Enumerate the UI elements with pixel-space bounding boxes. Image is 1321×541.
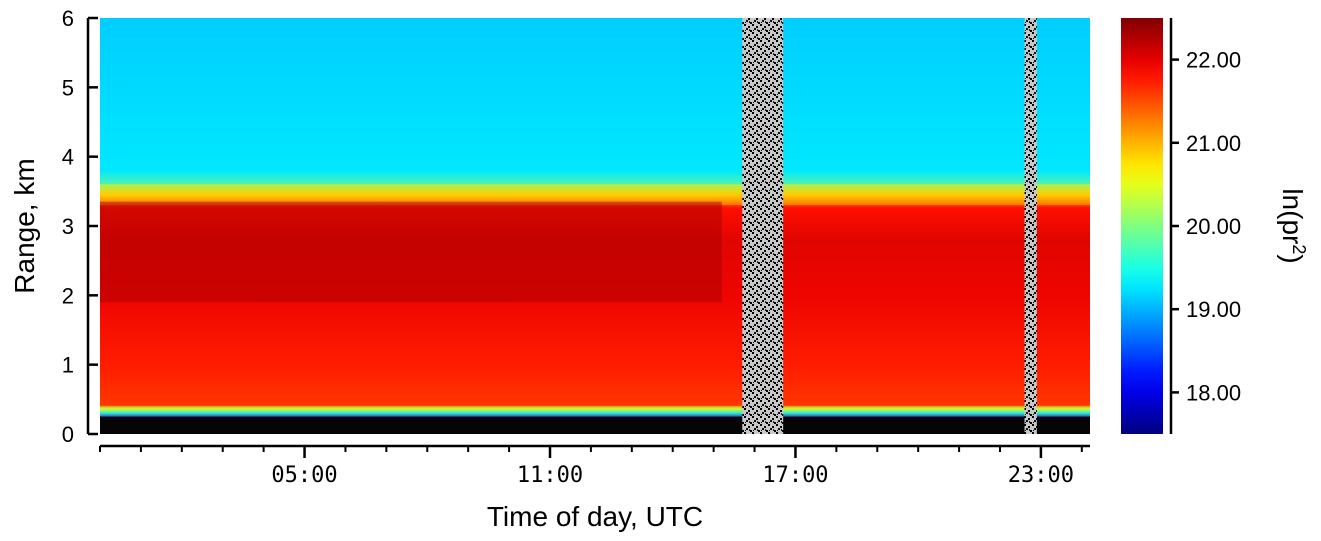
x-tick-label: 05:00 [271,463,337,488]
colorbar-label-end: ) [1277,254,1308,263]
y-tick-label: 0 [62,422,74,447]
colorbar-tick-label: 20.00 [1186,214,1241,239]
colorbar-tick-label: 18.00 [1186,380,1241,405]
boundary-layer-core [100,201,722,303]
missing-data-column [742,18,784,434]
y-tick-label: 1 [62,353,74,378]
colorbar-label: ln(pr2) [1277,188,1309,263]
y-axis-label: Range, km [9,158,40,293]
x-axis-label: Time of day, UTC [487,501,703,532]
layer-near-surface [100,406,1090,417]
layer-blind-zone [100,416,1090,434]
colorbar-label-sup: 2 [1289,244,1309,254]
layer-free-troposphere [100,18,1090,185]
layer-aerosol-layer-top [100,184,1090,206]
colorbar [1121,18,1163,434]
colorbar-label-main: ln(pr [1277,188,1308,244]
x-tick-label: 23:00 [1008,463,1074,488]
heatmap-plot-area [100,18,1090,434]
x-tick-label: 17:00 [762,463,828,488]
y-tick-label: 3 [62,214,74,239]
colorbar-tick-label: 19.00 [1186,297,1241,322]
y-axis: 0 1 2 3 4 5 6 [62,6,98,447]
colorbar-tick-label: 21.00 [1186,131,1241,156]
colorbar-axis: 18.00 19.00 20.00 21.00 22.00 [1169,18,1241,434]
y-tick-label: 2 [62,283,74,308]
x-tick-label: 11:00 [517,463,583,488]
x-axis: 05:00 11:00 17:00 23:00 [99,444,1090,488]
y-tick-label: 4 [62,145,74,170]
colorbar-tick-label: 22.00 [1186,48,1241,73]
y-tick-label: 5 [62,75,74,100]
y-tick-label: 6 [62,6,74,31]
missing-data-column [1024,18,1037,434]
